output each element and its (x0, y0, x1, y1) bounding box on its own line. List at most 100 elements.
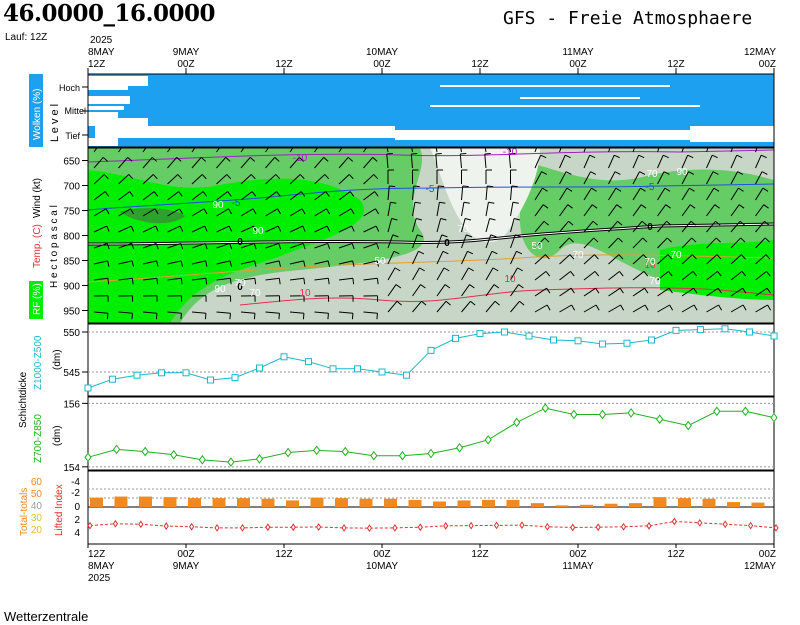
time-tick-top-date: 12MAY (744, 47, 776, 58)
isotherm-label: -5 (232, 198, 241, 209)
isotherm-label: -5 (646, 182, 655, 193)
total-totals-series (87, 517, 779, 533)
rh-label: 70 (234, 278, 246, 289)
profile-panel: -10-10-5-5 -50 000101010909070707050507070… (29, 147, 775, 324)
li-bar (188, 498, 201, 507)
li-bar (580, 504, 593, 507)
rh-label: 90 (214, 284, 226, 295)
tt-point (163, 522, 169, 530)
tt-tick-label: 40 (31, 501, 43, 512)
li-bar (653, 497, 667, 507)
data-point (550, 336, 557, 344)
thickness-title: Schichtdicke (18, 371, 29, 428)
total-totals-label: Total-totals (19, 488, 30, 536)
rh-label: 70 (572, 250, 584, 261)
data-point (84, 452, 92, 463)
cloud-gap (440, 85, 670, 87)
time-tick-top-hour: 12Z (471, 59, 488, 70)
tt-point (138, 520, 144, 529)
thickness-500-series (84, 325, 778, 392)
wolken-label-bg (29, 74, 43, 147)
time-tick-bottom-date: 8MAY (88, 561, 115, 572)
li-bar (261, 498, 275, 507)
data-point (341, 446, 349, 457)
lifted-index-label: Lifted Index (54, 484, 65, 536)
time-tick-top-date: 9MAY (173, 47, 200, 58)
cloud-gap (395, 130, 774, 140)
li-bar (90, 497, 103, 507)
rh-label: 90 (252, 226, 264, 237)
time-tick-bottom-hour: 00Z (373, 549, 390, 560)
data-point (182, 369, 190, 377)
cloud-level-mittel: Mittel (64, 106, 86, 116)
li-bar (604, 503, 618, 507)
cloud-panel: Wolken (%) L e v e l Hoch Mittel Tief (29, 73, 775, 148)
time-tick-bottom-hour: 12Z (667, 549, 684, 560)
data-point (427, 346, 435, 354)
time-tick-top-date: 8MAY (88, 47, 115, 58)
time-tick-top-hour: 12Z (667, 59, 684, 70)
li-bar (212, 498, 226, 507)
tt-point (290, 523, 296, 532)
isotherm-label: 0 (237, 282, 243, 293)
cloud-gap (88, 118, 148, 126)
data-point (313, 445, 321, 456)
data-point (501, 328, 508, 336)
tt-point (697, 518, 703, 527)
time-tick-bottom-date: 10MAY (366, 561, 398, 572)
hpa-tick-label: 700 (63, 182, 80, 193)
cloud-gap (88, 76, 148, 86)
cloud-gap (690, 126, 774, 142)
li-bar (506, 499, 520, 507)
isotherm-label: -5 (426, 184, 435, 195)
data-point (623, 339, 631, 347)
data-point (697, 326, 704, 334)
wind-label: Wind (kt) (32, 178, 43, 218)
li-bar (482, 499, 495, 507)
isotherm-label: -10 (293, 153, 308, 164)
data-point (525, 332, 533, 340)
li-bar (555, 505, 569, 507)
data-point (452, 334, 459, 342)
rh-label: 50 (374, 256, 386, 267)
li-tick-label: -2 (71, 488, 80, 499)
hpa-tick-label: 800 (63, 232, 80, 243)
rh-label: 90 (676, 167, 688, 178)
li-tick-label: 0 (74, 502, 80, 513)
li-bar (163, 497, 177, 507)
rh-white-area (430, 148, 540, 243)
tt-tick-label: 20 (31, 525, 43, 536)
tt-tick-label: 30 (31, 513, 43, 524)
cloud-level-hoch: Hoch (59, 83, 80, 93)
temp-label: Temp. (C) (32, 224, 43, 268)
li-bar (702, 498, 716, 507)
hpa-tick-label: 950 (63, 307, 80, 318)
time-tick-top-hour: 12Z (275, 59, 292, 70)
tt-point (620, 522, 627, 531)
li-bar (531, 503, 544, 507)
hpa-tick-label: 750 (63, 207, 80, 218)
tt-tick-label: 60 (31, 477, 43, 488)
data-point (403, 371, 410, 379)
tt-point (747, 521, 754, 530)
rh-high-area (88, 170, 364, 323)
data-point (427, 448, 435, 459)
rh-label: 70 (649, 276, 661, 287)
data-point (227, 457, 235, 467)
cloud-gap (88, 106, 124, 110)
data-point (284, 447, 292, 458)
isotherm-neg10 (88, 149, 774, 163)
thickness-850-panel: 154 156 Z700-Z850 (dm) (33, 396, 778, 474)
hpa-tick-label: 850 (63, 257, 80, 268)
tt-point (214, 523, 220, 532)
model-title: GFS - Freie Atmosphaere (503, 8, 753, 29)
data-point (354, 365, 361, 373)
credit-label: Wetterzentrale (4, 609, 89, 624)
data-point (305, 358, 312, 366)
tt-point (722, 520, 728, 529)
data-point (170, 449, 178, 460)
data-point (684, 420, 692, 431)
data-point (770, 412, 778, 423)
rh-label: RF (%) (32, 283, 43, 315)
